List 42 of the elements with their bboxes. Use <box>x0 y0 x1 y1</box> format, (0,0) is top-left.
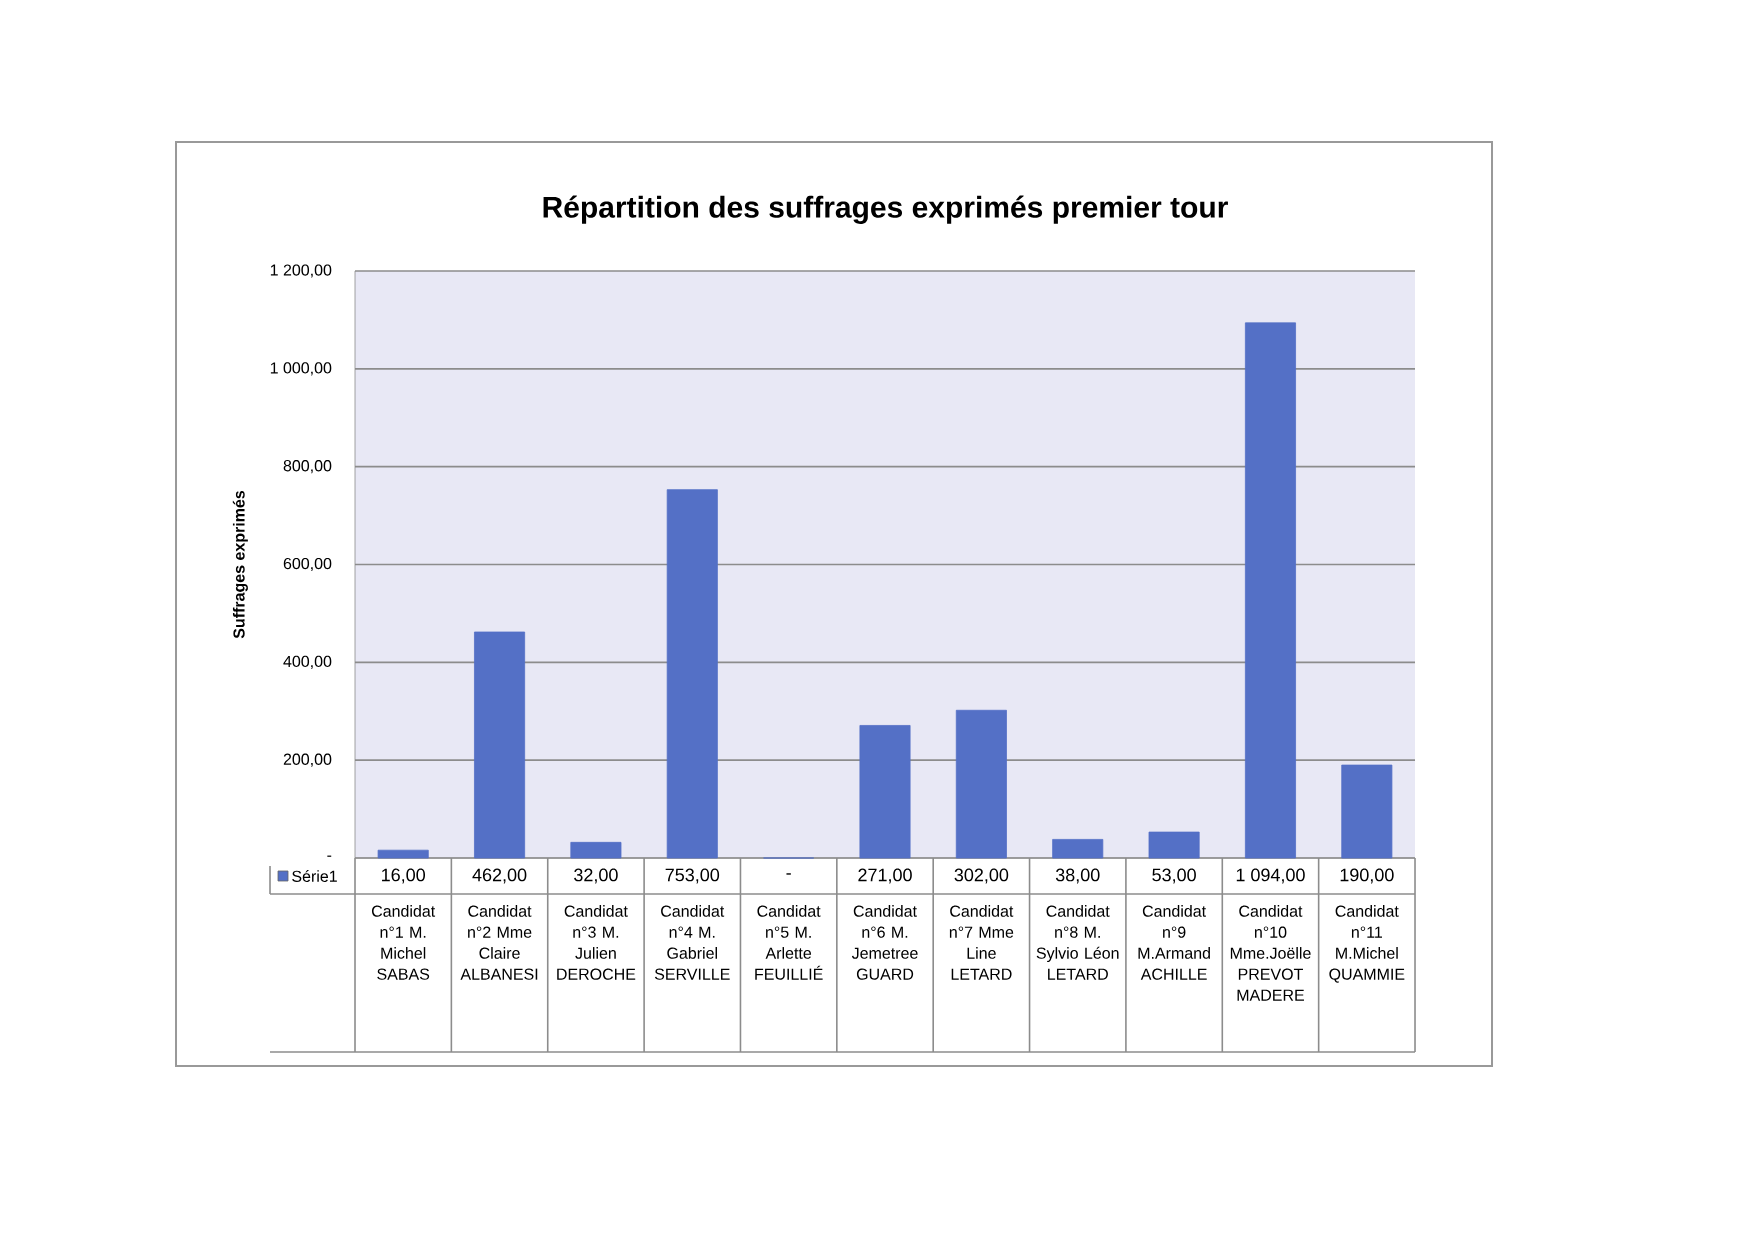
y-tick-label: - <box>327 855 332 857</box>
bar <box>1052 839 1104 859</box>
data-label: 753,00 <box>665 868 720 884</box>
x-tick-label: Candidat n°4 M. Gabriel SERVILLE <box>654 905 730 980</box>
bar <box>377 849 429 859</box>
y-tick-label: 1 000,00 <box>270 362 332 376</box>
data-label: 53,00 <box>1152 868 1196 884</box>
data-label: 38,00 <box>1055 868 1100 884</box>
bar <box>1341 764 1393 859</box>
x-tick-label: Candidat n°2 Mme Claire ALBANESI <box>460 905 538 980</box>
x-tick-label: Candidat n°1 M. Michel SABAS <box>371 905 436 980</box>
y-tick-label: 1 200,00 <box>270 264 332 278</box>
legend-label: Série1 <box>292 870 337 882</box>
data-label: 462,00 <box>472 868 527 884</box>
x-tick-label: Candidat n°5 M. Arlette FEUILLIÉ <box>755 905 823 980</box>
data-label: 1 094,00 <box>1236 868 1305 884</box>
data-label: - <box>786 873 791 875</box>
x-tick-label: Candidat n°7 Mme Line LETARD <box>949 905 1014 980</box>
bar <box>1148 831 1200 859</box>
data-label: 271,00 <box>858 868 912 884</box>
x-tick-label: Candidat n°10 Mme.Joëlle PREVOT MADERE <box>1230 905 1311 1001</box>
y-tick-label: 400,00 <box>283 655 332 669</box>
data-label: 32,00 <box>574 868 618 884</box>
x-tick-label: Candidat n°3 M. Julien DEROCHE <box>557 905 636 980</box>
x-tick-label: Candidat n°11 M.Michel QUAMMIE <box>1329 905 1405 983</box>
y-tick-label: 800,00 <box>283 460 332 474</box>
y-axis-title: Suffrages exprimés <box>232 490 248 639</box>
data-label: 16,00 <box>382 868 426 884</box>
y-tick-label: 600,00 <box>283 557 332 572</box>
bar <box>474 631 526 859</box>
bar <box>955 709 1007 859</box>
data-label: 190,00 <box>1340 868 1394 884</box>
bar <box>859 725 911 859</box>
data-label: 302,00 <box>954 868 1009 884</box>
bar <box>1244 322 1296 859</box>
bar <box>666 489 718 859</box>
y-tick-label: 200,00 <box>283 753 332 767</box>
bar <box>570 841 622 859</box>
chart-title: Répartition des suffrages exprimés premier tour <box>543 195 1228 224</box>
x-tick-label: Candidat n°9 M.Armand ACHILLE <box>1138 905 1210 980</box>
x-tick-label: Candidat n°8 M. Sylvio Léon LETARD <box>1036 905 1119 980</box>
x-tick-label: Candidat n°6 M. Jemetree GUARD <box>851 905 918 980</box>
